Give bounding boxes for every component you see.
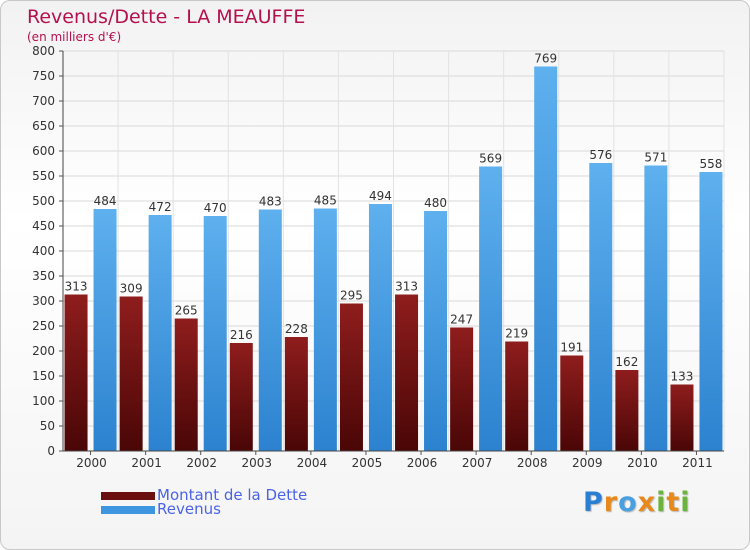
grid-lines — [62, 50, 725, 452]
x-tick-label: 2000 — [76, 456, 107, 470]
legend-swatch-revenus — [101, 506, 155, 514]
data-label-revenus: 769 — [534, 52, 557, 66]
x-tick-label: 2003 — [242, 456, 273, 470]
data-label-revenus: 483 — [259, 195, 282, 209]
y-tick-label: 600 — [32, 144, 55, 158]
bar-revenus — [368, 204, 392, 451]
bars — [64, 66, 723, 451]
logo-letter: i — [680, 487, 691, 518]
y-tick-label: 550 — [32, 169, 55, 183]
y-tick-label: 450 — [32, 219, 55, 233]
y-tick-label: 400 — [32, 244, 55, 258]
x-tick-label: 2002 — [186, 456, 217, 470]
data-label-dette: 313 — [395, 280, 418, 294]
bar-revenus — [313, 208, 337, 451]
logo-letter: i — [656, 487, 667, 518]
bar-dette — [505, 341, 529, 451]
data-label-revenus: 472 — [149, 200, 172, 214]
y-tick-label: 250 — [32, 319, 55, 333]
bar-revenus — [148, 215, 172, 451]
data-label-dette: 313 — [65, 280, 88, 294]
data-label-dette: 133 — [671, 370, 694, 384]
bar-revenus — [203, 216, 227, 451]
data-label-revenus: 569 — [479, 152, 502, 166]
data-label-revenus: 571 — [644, 151, 667, 165]
logo-letter: t — [666, 487, 681, 518]
bar-revenus — [644, 165, 668, 451]
logo-letter: o — [618, 487, 638, 518]
y-tick-label: 50 — [40, 419, 55, 433]
data-label-dette: 265 — [175, 304, 198, 318]
data-label-revenus: 470 — [204, 201, 227, 215]
bar-revenus — [534, 66, 558, 451]
bar-dette — [229, 343, 253, 451]
bar-dette — [395, 294, 419, 451]
y-tick-label: 500 — [32, 194, 55, 208]
x-tick-label: 2010 — [627, 456, 658, 470]
bar-dette — [284, 337, 308, 451]
chart-subtitle: (en milliers d'€) — [27, 30, 122, 44]
logo-letter: r — [603, 487, 619, 518]
data-label-dette: 162 — [615, 355, 638, 369]
bar-revenus — [258, 209, 282, 451]
bar-revenus — [479, 166, 503, 451]
data-label-dette: 247 — [450, 313, 473, 327]
x-tick-label: 2004 — [297, 456, 328, 470]
legend-label-revenus: Revenus — [157, 500, 221, 518]
y-tick-label: 800 — [32, 44, 55, 58]
x-tick-label: 2009 — [572, 456, 603, 470]
data-label-dette: 228 — [285, 322, 308, 336]
bar-dette — [119, 296, 143, 451]
y-tick-label: 300 — [32, 294, 55, 308]
y-tick-label: 200 — [32, 344, 55, 358]
data-label-revenus: 576 — [589, 148, 612, 162]
bar-revenus — [424, 211, 448, 451]
bar-revenus — [93, 209, 117, 451]
x-tick-label: 2007 — [462, 456, 493, 470]
y-tick-label: 150 — [32, 369, 55, 383]
bar-dette — [339, 303, 363, 451]
bar-revenus — [589, 163, 613, 451]
data-label-dette: 219 — [505, 327, 528, 341]
x-tick-label: 2006 — [407, 456, 438, 470]
bar-dette — [64, 294, 88, 451]
logo-letter: P — [583, 487, 604, 518]
bar-dette — [615, 370, 639, 451]
legend-swatch-dette — [101, 492, 155, 500]
y-tick-label: 350 — [32, 269, 55, 283]
bar-dette — [560, 355, 584, 451]
data-labels: 313 484 309 472 265 470 216 483 228 485 295 494 313 4… — [65, 52, 723, 384]
y-tick-label: 750 — [32, 69, 55, 83]
y-tick-label: 650 — [32, 119, 55, 133]
x-tick-label: 2011 — [682, 456, 713, 470]
data-label-revenus: 494 — [369, 189, 392, 203]
legend-label-dette: Montant de la Dette — [157, 486, 308, 504]
chart-title: Revenus/Dette - LA MEAUFFE — [27, 6, 306, 28]
axes: 0 50 100 150 200 250 300 350 400 450 500 550 600 650 7… — [32, 44, 724, 470]
data-label-dette: 295 — [340, 289, 363, 303]
data-label-dette: 191 — [560, 341, 583, 355]
x-tick-label: 2008 — [517, 456, 548, 470]
data-label-dette: 309 — [120, 282, 143, 296]
data-label-revenus: 484 — [94, 194, 117, 208]
y-tick-label: 700 — [32, 94, 55, 108]
bar-revenus — [699, 172, 723, 451]
data-label-dette: 216 — [230, 328, 253, 342]
y-tick-label: 100 — [32, 394, 55, 408]
proxiti-logo: Proxiti — [583, 487, 691, 518]
logo-letter: x — [637, 487, 657, 518]
data-label-revenus: 558 — [700, 157, 723, 171]
y-tick-label: 0 — [47, 444, 55, 458]
bar-dette — [670, 384, 694, 451]
x-tick-label: 2001 — [131, 456, 162, 470]
x-tick-label: 2005 — [352, 456, 383, 470]
data-label-revenus: 480 — [424, 196, 447, 210]
bar-dette — [450, 327, 474, 451]
bar-dette — [174, 318, 198, 451]
data-label-revenus: 485 — [314, 194, 337, 208]
